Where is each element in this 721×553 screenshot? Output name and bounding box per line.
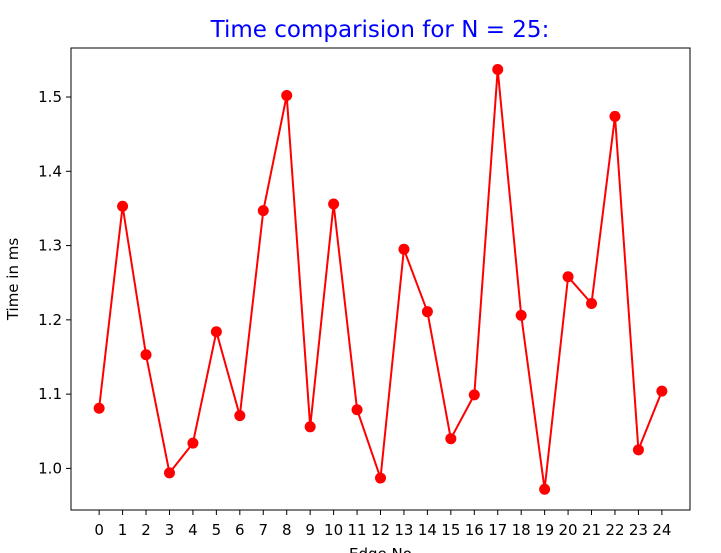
data-point: [257, 205, 269, 217]
data-point: [468, 389, 480, 401]
x-tick-label: 23: [629, 521, 648, 539]
x-tick-label: 7: [258, 521, 268, 539]
x-tick-label: 0: [94, 521, 104, 539]
x-tick-label: 17: [488, 521, 507, 539]
chart-title: Time comparision for N = 25:: [210, 17, 550, 43]
x-tick-label: 1: [118, 521, 128, 539]
x-tick-label: 14: [418, 521, 437, 539]
series-markers: [93, 64, 668, 495]
x-tick-label: 13: [394, 521, 413, 539]
data-point: [351, 404, 363, 416]
data-point: [421, 306, 433, 318]
x-tick-label: 16: [465, 521, 484, 539]
data-point: [609, 110, 621, 122]
x-tick-label: 12: [371, 521, 390, 539]
x-tick-label: 22: [605, 521, 624, 539]
data-point: [328, 198, 340, 210]
x-tick-label: 4: [188, 521, 198, 539]
data-point: [515, 309, 527, 321]
data-point: [586, 298, 598, 310]
x-tick-label: 8: [282, 521, 292, 539]
data-point: [562, 271, 574, 283]
x-tick-label: 2: [141, 521, 151, 539]
x-tick-label: 20: [559, 521, 578, 539]
y-tick-label: 1.2: [38, 311, 62, 329]
x-tick-label: 19: [535, 521, 554, 539]
data-point: [656, 385, 668, 397]
data-point: [398, 243, 410, 255]
data-point: [187, 437, 199, 449]
series-line: [98, 68, 663, 491]
y-axis-label: Time in ms: [4, 238, 22, 322]
x-tick-label: 6: [235, 521, 245, 539]
y-tick-label: 1.1: [38, 385, 62, 403]
y-tick-label: 1.4: [38, 162, 62, 180]
data-point: [632, 444, 644, 456]
x-tick-label: 18: [512, 521, 531, 539]
x-tick-label: 10: [324, 521, 343, 539]
data-point: [117, 200, 129, 212]
data-point: [210, 326, 222, 338]
y-tick-label: 1.3: [38, 237, 62, 255]
x-axis-label: Edge No: [349, 545, 412, 553]
y-tick-label: 1.0: [38, 459, 62, 477]
data-point: [140, 349, 152, 361]
data-point: [234, 410, 246, 422]
data-point: [539, 483, 551, 495]
data-point: [93, 402, 105, 414]
x-tick-label: 9: [305, 521, 315, 539]
x-axis-ticks: 0 1 2 3 4 5 6 7 8 9 10 11 12 13 14 15 16 17 18 19 20 21 22 23 24: [94, 510, 671, 539]
data-point: [445, 433, 457, 445]
data-point: [304, 421, 316, 433]
data-point: [375, 472, 386, 484]
x-tick-label: 21: [582, 521, 601, 539]
data-point: [492, 64, 504, 76]
x-tick-label: 5: [212, 521, 222, 539]
y-tick-label: 1.5: [38, 88, 62, 106]
x-tick-label: 15: [441, 521, 460, 539]
y-axis-ticks: 1.0 1.1 1.2 1.3 1.4 1.5: [38, 88, 71, 477]
x-tick-label: 11: [348, 521, 367, 539]
data-point: [281, 90, 293, 102]
data-point: [163, 467, 175, 479]
x-tick-label: 24: [652, 521, 671, 539]
x-tick-label: 3: [165, 521, 175, 539]
